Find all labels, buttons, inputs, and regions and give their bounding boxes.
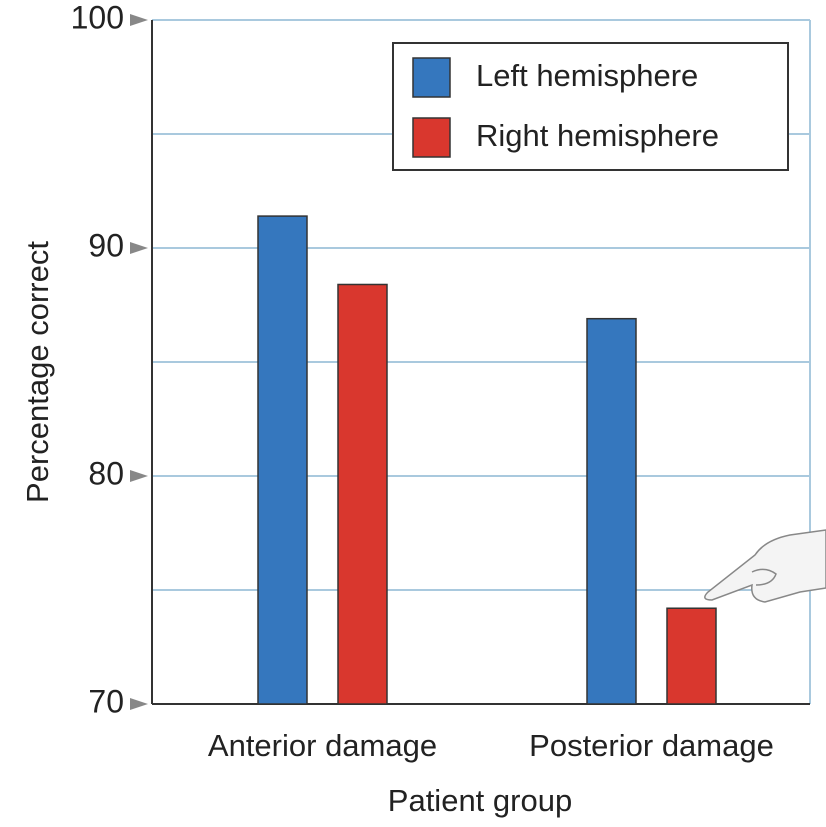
tick-mark — [130, 470, 148, 482]
y-tick-label: 90 — [88, 227, 124, 263]
bar — [666, 607, 717, 705]
y-tick-label: 70 — [88, 683, 124, 719]
bar — [337, 283, 388, 705]
legend-label: Left hemisphere — [476, 58, 698, 93]
legend-swatch — [412, 57, 451, 98]
y-tick-label: 100 — [71, 0, 124, 35]
bar — [586, 317, 637, 705]
x-tick-label: Posterior damage — [529, 728, 774, 763]
x-tick-label: Anterior damage — [208, 728, 437, 763]
bar — [257, 215, 308, 705]
y-axis-title: Percentage correct — [20, 241, 55, 503]
tick-mark — [130, 698, 148, 710]
pointing-hand — [704, 529, 826, 603]
tick-mark — [130, 14, 148, 26]
tick-mark — [130, 242, 148, 254]
legend-box — [392, 42, 789, 171]
legend-swatch — [412, 117, 451, 158]
legend-label: Right hemisphere — [476, 118, 719, 153]
x-axis-title: Patient group — [388, 783, 572, 818]
y-tick-label: 80 — [88, 455, 124, 491]
